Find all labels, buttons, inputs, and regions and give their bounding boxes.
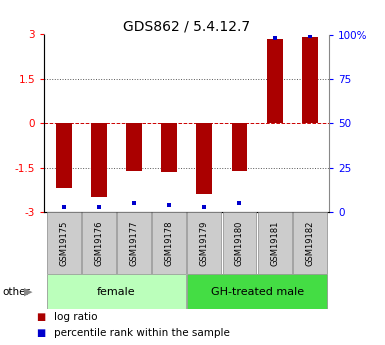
Bar — [231, 124, 248, 171]
Title: GDS862 / 5.4.12.7: GDS862 / 5.4.12.7 — [123, 19, 250, 33]
Text: GH-treated male: GH-treated male — [211, 287, 304, 296]
Point — [166, 202, 172, 208]
Bar — [161, 124, 177, 172]
Text: ▶: ▶ — [24, 287, 32, 296]
Point — [60, 204, 67, 210]
Bar — [117, 212, 151, 274]
Bar — [302, 38, 318, 124]
Bar — [47, 274, 186, 309]
Point — [236, 200, 243, 206]
Bar — [56, 124, 72, 188]
Text: other: other — [2, 287, 30, 296]
Text: percentile rank within the sample: percentile rank within the sample — [54, 328, 230, 338]
Point — [131, 200, 137, 206]
Bar — [91, 124, 107, 197]
Bar — [152, 212, 186, 274]
Text: log ratio: log ratio — [54, 313, 97, 322]
Bar — [126, 124, 142, 171]
Text: GSM19182: GSM19182 — [305, 220, 314, 266]
Bar — [47, 212, 80, 274]
Point — [271, 35, 278, 41]
Bar — [187, 274, 327, 309]
Bar — [196, 124, 212, 195]
Text: ■: ■ — [37, 328, 46, 338]
Text: GSM19175: GSM19175 — [59, 220, 68, 266]
Bar — [187, 212, 221, 274]
Bar — [293, 212, 327, 274]
Text: GSM19177: GSM19177 — [129, 220, 139, 266]
Text: GSM19180: GSM19180 — [235, 220, 244, 266]
Bar — [82, 212, 116, 274]
Text: GSM19179: GSM19179 — [200, 220, 209, 266]
Point — [96, 204, 102, 210]
Bar — [258, 212, 291, 274]
Text: female: female — [97, 287, 136, 296]
Point — [307, 33, 313, 39]
Text: ■: ■ — [37, 313, 46, 322]
Bar — [267, 39, 283, 124]
Text: GSM19178: GSM19178 — [165, 220, 174, 266]
Bar — [223, 212, 256, 274]
Text: GSM19181: GSM19181 — [270, 220, 279, 266]
Text: GSM19176: GSM19176 — [94, 220, 103, 266]
Point — [201, 204, 208, 210]
